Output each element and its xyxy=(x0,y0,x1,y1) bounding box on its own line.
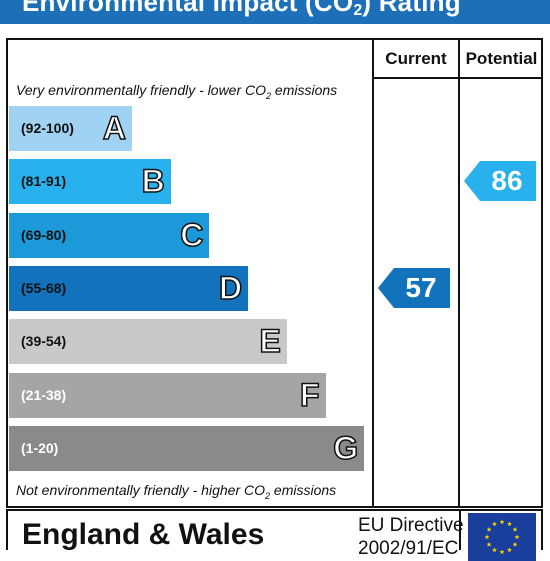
caption-top: Very environmentally friendly - lower CO… xyxy=(16,82,338,101)
current-rating-marker-value: 57 xyxy=(405,271,437,303)
divider-potential xyxy=(458,40,460,506)
current-rating-marker: 57 xyxy=(378,267,450,308)
band-b: (81-91) B xyxy=(9,159,171,205)
divider-current xyxy=(372,40,374,506)
footer-divider xyxy=(459,509,461,550)
band-g: (1-20) G xyxy=(9,425,365,471)
band-f: (21-38) F xyxy=(9,372,326,418)
band-range-label: (1-20) xyxy=(21,439,59,456)
band-a: (92-100) A xyxy=(9,106,132,151)
band-letter: G xyxy=(333,429,359,467)
band-letter: C xyxy=(180,216,205,254)
potential-rating-marker-arrow xyxy=(464,161,536,202)
column-header-potential: Potential xyxy=(465,49,538,68)
band-letter: D xyxy=(218,269,243,307)
band-range-label: (69-80) xyxy=(21,226,67,243)
potential-rating-marker: 86 xyxy=(464,161,536,202)
directive-line-1: EU Directive xyxy=(358,515,464,536)
current-rating-marker-arrow xyxy=(378,267,450,308)
rating-frame: Current Potential xyxy=(6,38,543,508)
directive-line-2: 2002/91/EC xyxy=(358,538,459,559)
header-bar: Environmental Impact (CO2) Rating xyxy=(0,0,550,24)
band-c: (69-80) C xyxy=(9,212,210,258)
footer-rule xyxy=(6,509,543,511)
band-d: (55-68) D xyxy=(9,265,249,311)
band-range-label: (55-68) xyxy=(21,279,67,296)
band-range-label: (81-91) xyxy=(21,173,67,190)
band-letter: A xyxy=(102,109,127,147)
footer-left-border xyxy=(6,509,8,550)
band-e: (39-54) E xyxy=(9,319,287,365)
chart-title: Environmental Impact (CO2) Rating xyxy=(22,0,461,19)
caption-bottom: Not environmentally friendly - higher CO… xyxy=(16,482,337,501)
band-letter: F xyxy=(299,376,320,414)
footer-right-border xyxy=(541,509,543,550)
potential-rating-marker-value: 86 xyxy=(491,165,523,197)
band-letter: E xyxy=(259,322,282,360)
eu-flag-icon xyxy=(468,513,536,561)
region-label: England & Wales xyxy=(22,518,265,551)
band-letter: B xyxy=(141,163,166,201)
column-header-rule xyxy=(372,77,541,79)
column-header-current: Current xyxy=(385,49,447,68)
band-range-label: (39-54) xyxy=(21,333,67,350)
band-range-label: (92-100) xyxy=(21,120,74,136)
band-range-label: (21-38) xyxy=(21,386,67,403)
